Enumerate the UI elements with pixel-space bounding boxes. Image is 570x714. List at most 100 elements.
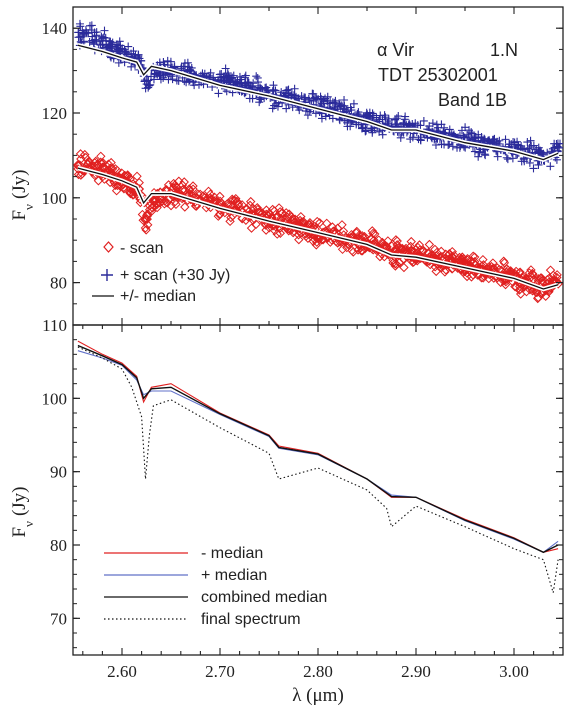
plus-scan-point [400,115,409,124]
minus-scan-point [96,151,106,162]
minus-scan-point [312,216,322,227]
minus-scan-point [73,160,83,170]
plus-scan-point [505,140,514,149]
minus-scan-point [132,171,142,182]
minus-scan-point [188,184,198,194]
plus-scan-point [378,130,387,139]
minus-scan-point [193,189,203,199]
minus-scan-point [532,287,542,298]
minus-scan-point [327,222,338,232]
minus-scan-point [85,161,96,171]
legend-plus-marker [101,269,113,281]
x-tick-label: 2.70 [205,662,235,681]
final-spectrum-line [77,346,559,593]
plus-scan-point [113,45,122,54]
plus-scan-point [471,133,480,142]
minus-scan-point [141,214,151,225]
minus-scan-point [215,196,225,207]
minus-scan-point [286,212,297,222]
plus-scan-point [331,103,340,112]
plus-scan-point [526,136,535,145]
minus-scan-point [171,199,181,210]
minus-scan-point [347,245,357,256]
plus-scan-point [396,133,405,142]
plus-scan-point [414,135,423,144]
minus-scan-point [399,262,409,273]
minus-scan-point [146,206,157,216]
minus-scan-point [152,202,162,213]
minus-scan-point [524,268,535,278]
plus-scan-point [305,96,314,105]
minus-scan-point [274,203,284,213]
minus-scan-point [406,236,416,247]
top-legend: - scan + scan (+30 Jy) +/- median [92,240,230,305]
plus-scan-point [166,57,175,66]
plus-scan-point [323,92,332,101]
plus-scan-point [256,84,265,93]
plus-scan-point [534,160,543,169]
minus-scan-point [390,258,400,269]
bottom-legend: - median + median combined median final … [104,545,327,628]
plus-scan-point [129,47,138,56]
bottom-panel-ticks: 70 80 90 100 110 2.60 2.70 2.80 2.90 3.00 [42,316,563,681]
minus-scan-point [90,158,100,168]
y-tick-label: 100 [42,189,68,208]
plus-scan-point [254,78,263,87]
minus-scan-point [528,270,538,280]
plus-scan-point [252,72,261,81]
minus-scan-point [105,177,115,188]
plus-scan-point [295,106,304,115]
plus-scan-point [431,140,440,149]
minus-scan-point [119,184,129,194]
minus-scan-point [499,256,509,266]
y-tick-label: 80 [50,274,67,293]
plus-scan-point [152,69,161,78]
minus-scan-point [499,258,510,268]
plus-scan-median-line [77,44,559,161]
minus-scan-point [418,246,428,257]
minus-scan-point [514,285,525,295]
minus-scan-point [444,249,454,260]
plus-scan-point [552,155,561,164]
minus-scan-point [166,200,176,211]
minus-median-line [77,340,559,553]
minus-scan-point [500,279,511,290]
minus-scan-point [142,210,152,221]
minus-scan-point [254,207,264,218]
top-panel-ticks: 80 100 120 140 [42,6,563,326]
y-tick-label: 120 [42,104,68,123]
minus-scan-point [505,266,516,276]
minus-scan-point [142,214,152,224]
plus-scan-point [75,32,84,41]
minus-scan-point [125,187,135,198]
minus-scan-point [145,201,155,211]
plus-scan-point [182,78,191,87]
plus-scan-point [172,76,181,85]
plus-scan-point [416,121,425,130]
plus-scan-point [74,28,83,37]
minus-scan-point [152,198,162,208]
plus-scan-point [268,104,277,113]
top-panel-data [73,19,563,304]
plus-scan-point [127,62,136,71]
plus-scan-point [390,115,399,124]
plus-scan-point [215,70,224,79]
plus-scan-point [425,122,434,131]
minus-scan-point [298,216,308,227]
plus-scan-point [235,72,244,81]
minus-scan-point [246,223,257,233]
minus-scan-point [253,207,264,218]
plus-scan-point [300,95,309,104]
minus-scan-point [295,218,306,228]
minus-scan-point [356,246,367,256]
minus-scan-point [367,226,377,236]
minus-scan-point [140,214,150,225]
minus-scan-point [105,163,116,173]
y-tick-label: 140 [42,19,68,38]
x-tick-label: 2.80 [303,662,333,681]
minus-scan-point [179,177,189,187]
plus-scan-point [271,86,280,95]
plus-scan-point [140,77,149,86]
plus-scan-point [419,116,428,125]
